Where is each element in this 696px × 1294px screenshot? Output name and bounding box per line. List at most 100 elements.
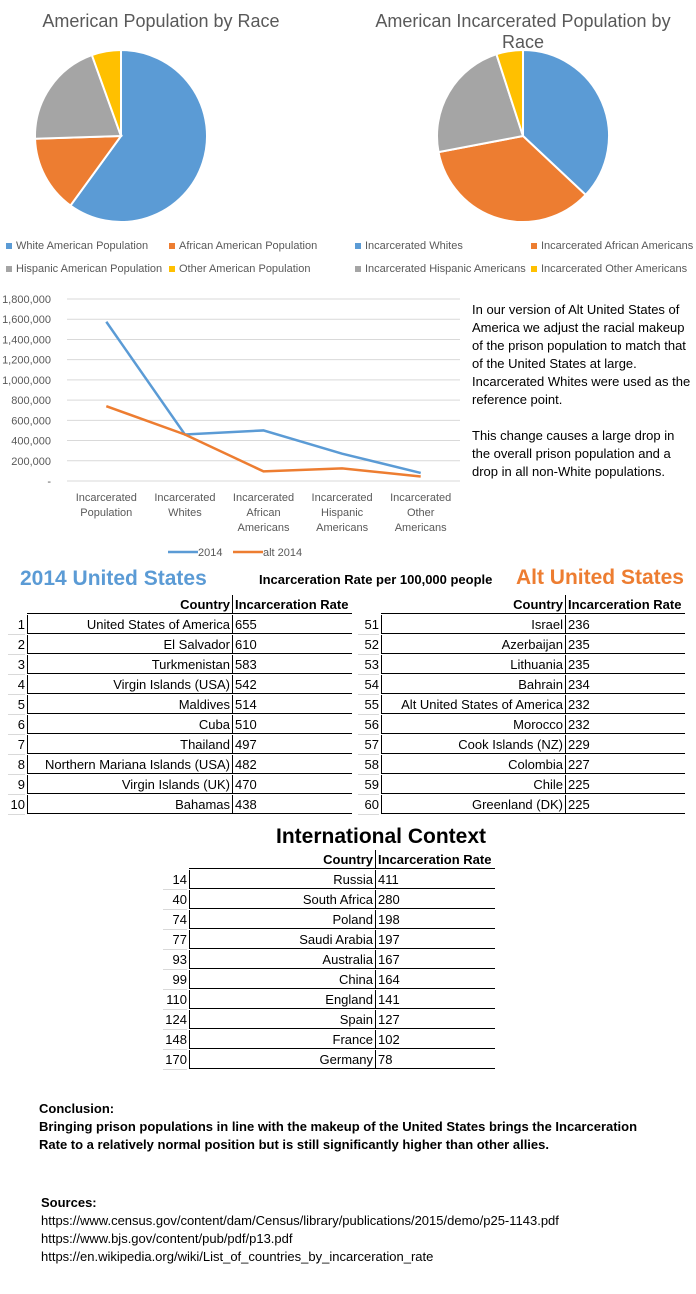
legend-swatch [6, 266, 12, 273]
country-cell: Russia [189, 870, 375, 889]
country-cell: Morocco [381, 715, 565, 734]
country-cell: Colombia [381, 755, 565, 774]
country-cell: England [189, 990, 375, 1009]
pie-slice [34, 53, 123, 140]
legend-label: 2014 [198, 547, 222, 559]
rank-cell: 3 [8, 655, 25, 675]
rate-cell: 510 [232, 715, 352, 734]
rank-cell: 148 [163, 1030, 187, 1050]
x-tick-label: Americans [395, 522, 447, 534]
pie-slice [34, 134, 124, 207]
y-tick-label: 1,000,000 [2, 375, 51, 387]
rate-cell: 167 [375, 950, 495, 969]
rank-cell: 53 [358, 655, 379, 675]
country-cell: Maldives [27, 695, 232, 714]
rate-cell: 78 [375, 1050, 495, 1069]
legend-label: Incarcerated African Americans [541, 240, 694, 252]
rank-cell: 93 [163, 950, 187, 970]
rate-cell: 236 [565, 615, 685, 634]
rank-cell: 40 [163, 890, 187, 910]
rate-cell: 411 [375, 870, 495, 889]
country-cell: Germany [189, 1050, 375, 1069]
country-cell: Lithuania [381, 655, 565, 674]
rank-cell: 110 [163, 990, 187, 1010]
conclusion-text: Bringing prison populations in line with… [39, 1119, 638, 1152]
rank-cell: 54 [358, 675, 379, 695]
pie-slice [437, 134, 588, 223]
conclusion-label: Conclusion: [39, 1101, 115, 1116]
rate-cell: 141 [375, 990, 495, 1009]
rate-cell: 482 [232, 755, 352, 774]
note-p1: In our version of Alt United States of A… [472, 302, 686, 371]
pie2-title: American Incarcerated Population by Race [375, 11, 671, 52]
country-cell: Chile [381, 775, 565, 794]
note-p2: Incarcerated Whites were used as the ref… [472, 374, 691, 407]
country-cell: Turkmenistan [27, 655, 232, 674]
rate-cell: 470 [232, 775, 352, 794]
rank-cell: 58 [358, 755, 379, 775]
country-cell: South Africa [189, 890, 375, 909]
header-country: Country [27, 595, 232, 614]
rank-cell: 14 [163, 870, 187, 890]
country-cell: Virgin Islands (UK) [27, 775, 232, 794]
rate-cell: 235 [565, 655, 685, 674]
country-cell: Northern Mariana Islands (USA) [27, 755, 232, 774]
source-link[interactable]: https://www.bjs.gov/content/pub/pdf/p13.… [41, 1231, 293, 1246]
legend-item: African American Population [169, 240, 317, 252]
rank-cell: 55 [358, 695, 379, 715]
rank-cell: 57 [358, 735, 379, 755]
source-link[interactable]: https://en.wikipedia.org/wiki/List_of_co… [41, 1249, 434, 1264]
country-cell: Poland [189, 910, 375, 929]
country-cell: Alt United States of America [381, 695, 565, 714]
heading-intl: International Context [276, 825, 487, 848]
x-tick-label: Americans [238, 522, 290, 534]
country-cell: Spain [189, 1010, 375, 1029]
rate-cell: 583 [232, 655, 352, 674]
x-tick-label: African [246, 507, 280, 519]
legend-label: alt 2014 [263, 547, 302, 559]
sources: Sources: https://www.census.gov/content/… [41, 1194, 559, 1266]
rank-cell: 59 [358, 775, 379, 795]
rank-cell: 2 [8, 635, 25, 655]
rate-cell: 542 [232, 675, 352, 694]
x-tick-label: Incarcerated [390, 492, 451, 504]
x-tick-label: Americans [316, 522, 368, 534]
heading-2014: 2014 United States [20, 567, 207, 590]
rate-cell: 232 [565, 695, 685, 714]
source-link[interactable]: https://www.census.gov/content/dam/Censu… [41, 1213, 559, 1228]
header-rate: Incarceration Rate [375, 850, 495, 869]
y-tick-label: 1,800,000 [2, 294, 51, 306]
rate-cell: 232 [565, 715, 685, 734]
legend-label: Incarcerated Whites [365, 240, 463, 252]
pie1-title: American Population by Race [42, 11, 280, 31]
heading-alt: Alt United States [515, 566, 684, 589]
rank-cell: 56 [358, 715, 379, 735]
rank-cell: 6 [8, 715, 25, 735]
rate-cell: 438 [232, 795, 352, 814]
legend-label: Incarcerated Other Americans [541, 263, 688, 275]
pie-slice [495, 48, 524, 137]
conclusion: Conclusion: Bringing prison populations … [39, 1100, 649, 1154]
rate-cell: 227 [565, 755, 685, 774]
rank-cell: 74 [163, 910, 187, 930]
rate-cell: 197 [375, 930, 495, 949]
pie-charts [34, 48, 610, 223]
y-tick-label: 400,000 [11, 436, 51, 448]
rate-cell: 225 [565, 795, 685, 814]
legend-swatch [169, 243, 175, 250]
rate-cell: 655 [232, 615, 352, 634]
country-cell: El Salvador [27, 635, 232, 654]
legend-swatch [169, 266, 175, 273]
country-cell: Thailand [27, 735, 232, 754]
y-tick-label: 600,000 [11, 415, 51, 427]
country-cell: Bahamas [27, 795, 232, 814]
x-tick-label: Hispanic [321, 507, 364, 519]
legend-swatch [355, 243, 361, 250]
rate-cell: 514 [232, 695, 352, 714]
header-country: Country [189, 850, 375, 869]
rate-cell: 234 [565, 675, 685, 694]
country-cell: Azerbaijan [381, 635, 565, 654]
legend-swatch [6, 243, 12, 250]
legend-swatch [355, 266, 361, 273]
y-tick-label: 1,200,000 [2, 355, 51, 367]
